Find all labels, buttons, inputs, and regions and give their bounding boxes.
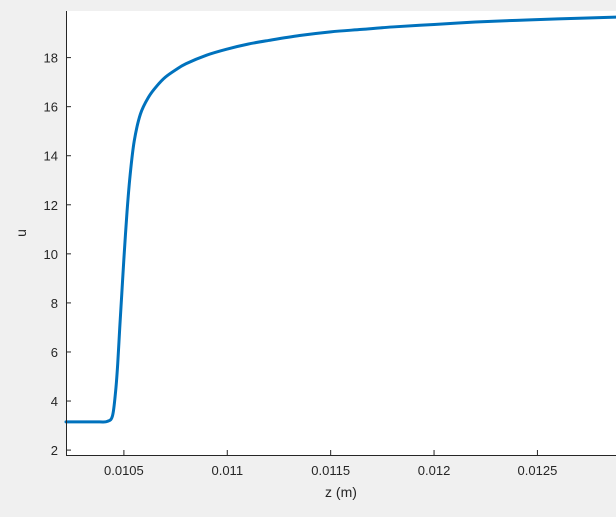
y-tick-label: 18 (44, 51, 58, 66)
y-tick-label: 2 (51, 443, 58, 458)
x-tick-label: 0.0115 (311, 463, 350, 478)
y-axis-label: u (13, 229, 29, 237)
y-tick-label: 8 (51, 296, 58, 311)
x-axis-ticks: 0.0105 0.011 0.0115 0.012 0.0125 (104, 450, 557, 478)
x-tick-label: 0.011 (211, 463, 243, 478)
x-tick-label: 0.0105 (104, 463, 144, 478)
y-tick-label: 10 (44, 247, 58, 262)
y-tick-label: 16 (44, 100, 58, 115)
series-line (64, 15, 616, 424)
y-tick-label: 6 (51, 345, 58, 360)
y-tick-label: 4 (51, 394, 58, 409)
x-axis-label: z (m) (325, 484, 357, 500)
x-tick-label: 0.0125 (518, 463, 558, 478)
y-tick-label: 14 (44, 149, 58, 164)
y-tick-label: 12 (44, 198, 58, 213)
plot-area (66, 11, 616, 455)
y-axis-ticks: 2 4 6 8 10 12 14 16 18 (44, 51, 71, 458)
x-tick-label: 0.012 (418, 463, 451, 478)
